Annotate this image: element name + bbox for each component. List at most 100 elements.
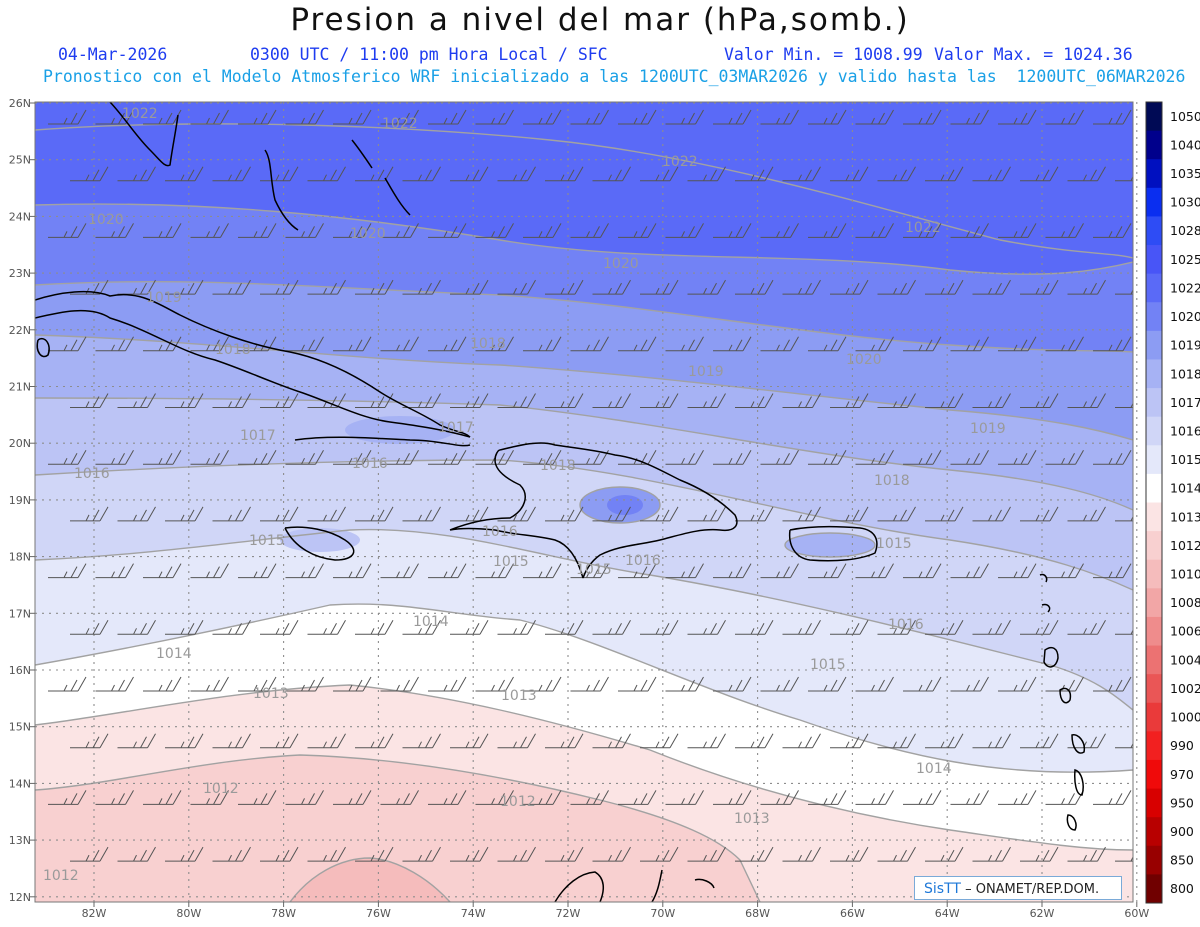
wind-barb bbox=[592, 506, 631, 522]
x-tick-label: 78W bbox=[271, 907, 296, 920]
isobar-label: 1014 bbox=[156, 646, 192, 662]
coastlines bbox=[35, 102, 1086, 902]
wind-barb-shape bbox=[260, 620, 299, 635]
wind-barb-shape bbox=[48, 676, 87, 692]
x-tick-label: 72W bbox=[556, 907, 581, 920]
wind-barb bbox=[402, 506, 441, 522]
wind-barb bbox=[260, 166, 299, 182]
wind-barb bbox=[70, 279, 109, 295]
wind-barb bbox=[925, 393, 964, 408]
wind-barb bbox=[117, 733, 156, 749]
wind-barb-shape bbox=[618, 449, 657, 465]
wind-barb bbox=[640, 279, 679, 295]
wind-barb-shape bbox=[190, 563, 229, 579]
wind-barb-shape bbox=[260, 279, 299, 295]
wind-barb bbox=[665, 449, 704, 465]
wind-barb-shape bbox=[380, 223, 419, 238]
colorbar-label: 1015 bbox=[1170, 452, 1200, 467]
wind-barb-shape bbox=[333, 563, 372, 579]
colorbar-swatch bbox=[1146, 559, 1162, 589]
colorbar-swatch bbox=[1146, 817, 1162, 847]
wind-barb bbox=[212, 166, 251, 182]
x-tick-label: 66W bbox=[840, 907, 865, 920]
colorbar-label: 990 bbox=[1170, 738, 1194, 753]
wind-barb bbox=[260, 620, 299, 635]
time-label: 0300 UTC / 11:00 pm Hora Local / SFC bbox=[250, 45, 608, 64]
colorbar-label: 1025 bbox=[1170, 252, 1200, 267]
wind-barb bbox=[428, 336, 467, 352]
wind-barb bbox=[285, 336, 324, 352]
isobar-label: 1012 bbox=[203, 781, 239, 797]
wind-barb bbox=[428, 790, 467, 805]
wind-barb-shape bbox=[1115, 515, 1133, 522]
wind-barb bbox=[665, 790, 704, 805]
model-description: Pronostico con el Modelo Atmosferico WRF… bbox=[43, 67, 1186, 86]
wind-barb bbox=[855, 676, 894, 692]
wind-barb bbox=[212, 620, 251, 635]
wind-barb bbox=[1067, 733, 1106, 749]
wind-barb bbox=[143, 790, 182, 805]
wind-barb-shape bbox=[713, 563, 752, 579]
hispaniola bbox=[449, 442, 738, 579]
colorbar-swatch bbox=[1146, 245, 1162, 275]
wind-barb-shape bbox=[808, 449, 847, 465]
wind-barb-shape bbox=[475, 109, 514, 125]
wind-barb-shape bbox=[998, 676, 1037, 692]
wind-barb bbox=[475, 676, 514, 692]
wind-barb-shape bbox=[355, 279, 394, 295]
wind-barb-shape bbox=[925, 506, 964, 522]
wind-barb-shape bbox=[117, 733, 156, 749]
isobar-1010 bbox=[289, 857, 451, 902]
colorbar-label: 1019 bbox=[1170, 338, 1200, 353]
wind-barb-shape bbox=[665, 449, 704, 465]
wind-barb-shape bbox=[855, 336, 894, 352]
wind-barb bbox=[570, 336, 609, 352]
wind-barb-shape bbox=[450, 506, 489, 522]
isobar-label: 1022 bbox=[662, 154, 698, 170]
wind-barb-shape bbox=[165, 506, 204, 522]
wind-barb bbox=[782, 506, 821, 522]
wind-barb-shape bbox=[450, 393, 489, 408]
colorbar-label: 1004 bbox=[1170, 652, 1200, 667]
wind-barb bbox=[735, 279, 774, 295]
wind-barb bbox=[117, 393, 156, 408]
wind-barb bbox=[950, 790, 989, 805]
wind-barb bbox=[285, 563, 324, 579]
wind-barb-shape bbox=[1067, 166, 1106, 182]
wind-barb bbox=[143, 676, 182, 692]
isobar-label: 1016 bbox=[352, 456, 388, 472]
wind-barb-shape bbox=[545, 166, 584, 182]
wind-barb bbox=[687, 733, 726, 749]
isobar-hispaniola bbox=[579, 486, 661, 524]
wind-barb-shape bbox=[355, 733, 394, 749]
wind-barb-shape bbox=[1115, 855, 1133, 862]
wind-barb bbox=[830, 393, 869, 408]
wind-barb bbox=[1020, 620, 1059, 635]
wind-barb bbox=[238, 563, 277, 579]
isobar-label: 1014 bbox=[413, 614, 449, 630]
wind-barb-shape bbox=[903, 449, 942, 465]
wind-barb bbox=[165, 393, 204, 408]
isobar-label: 1015 bbox=[876, 536, 912, 552]
wind-barb-shape bbox=[665, 223, 704, 238]
wind-barb-shape bbox=[117, 506, 156, 522]
wind-barb bbox=[70, 620, 109, 635]
wind-barb bbox=[950, 676, 989, 692]
wind-barb bbox=[212, 846, 251, 862]
wind-barb bbox=[117, 620, 156, 635]
wind-barb bbox=[333, 790, 372, 805]
wind-barb bbox=[877, 166, 916, 182]
wind-barb-shape bbox=[238, 676, 277, 692]
wind-barb bbox=[1115, 175, 1133, 182]
isobar-puerto-rico bbox=[784, 532, 876, 558]
isobar-label: 1018 bbox=[874, 473, 910, 489]
wind-barb bbox=[830, 279, 869, 295]
wind-barb bbox=[355, 506, 394, 522]
wind-barb bbox=[618, 109, 657, 125]
wind-barb-shape bbox=[855, 223, 894, 238]
wind-barb bbox=[735, 846, 774, 862]
band-1010 bbox=[290, 858, 450, 902]
wind-barb-shape bbox=[592, 733, 631, 749]
wind-barb bbox=[70, 166, 109, 182]
isobar-1016 bbox=[35, 459, 1133, 591]
